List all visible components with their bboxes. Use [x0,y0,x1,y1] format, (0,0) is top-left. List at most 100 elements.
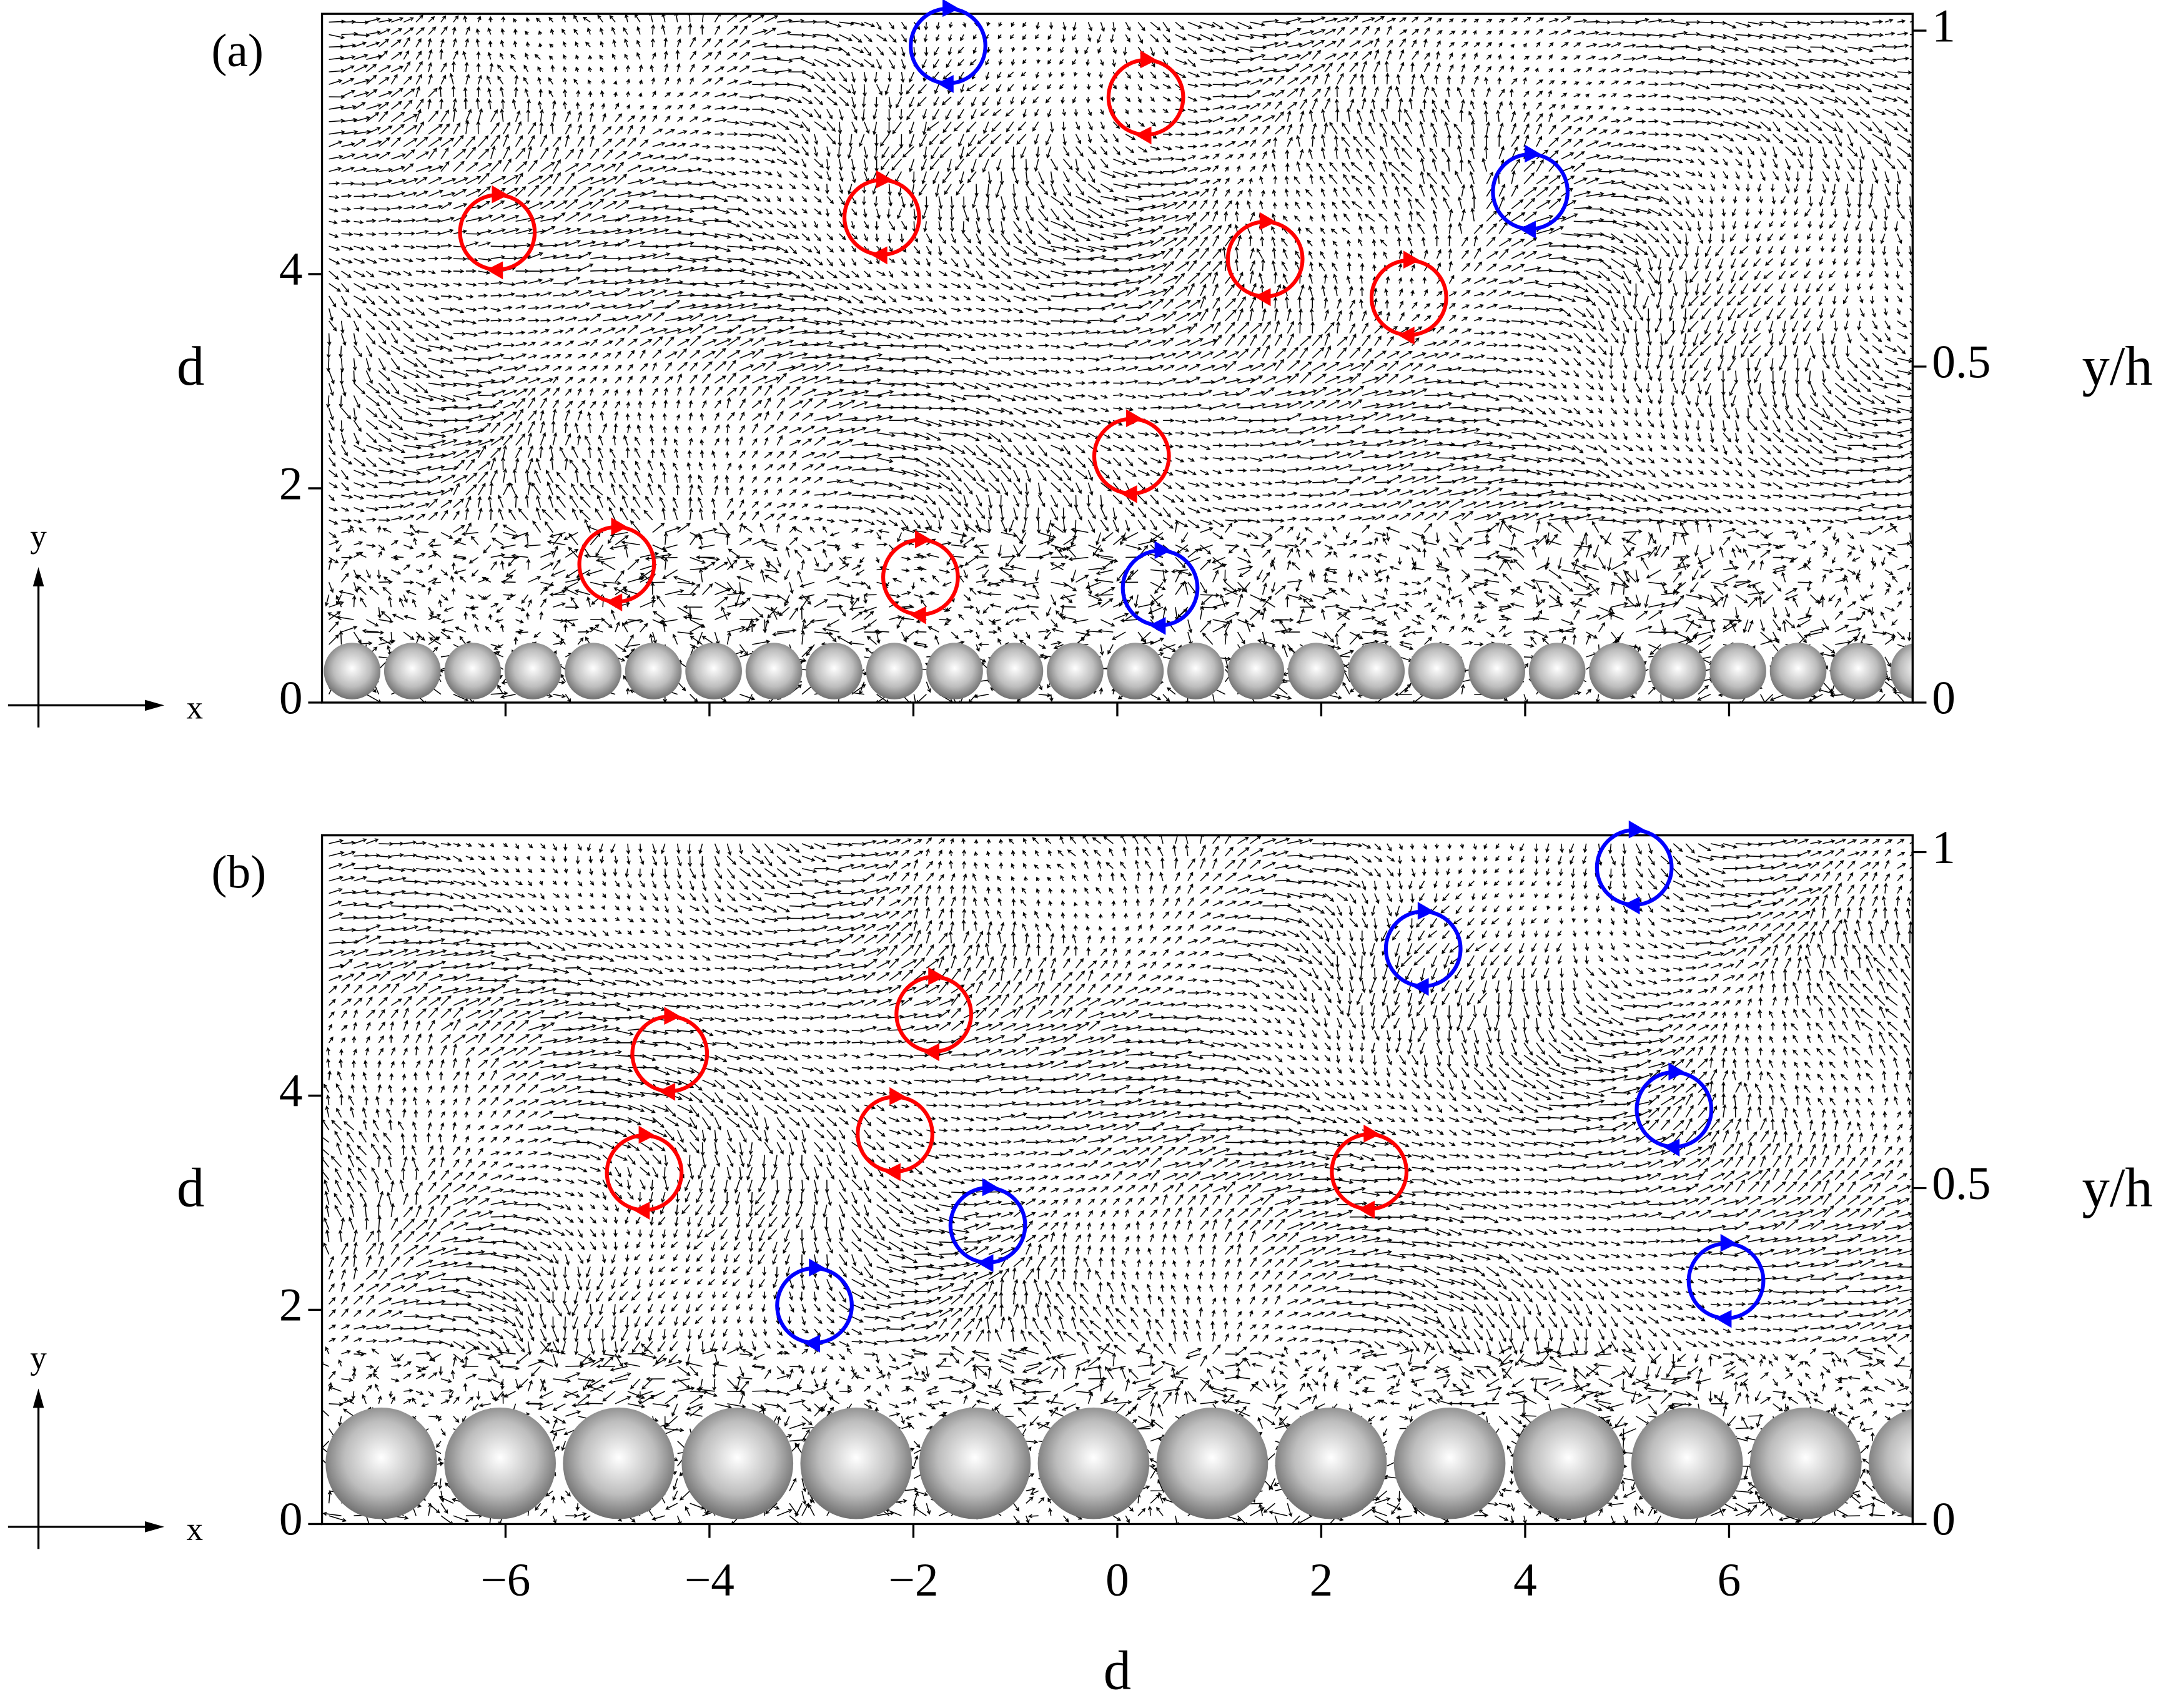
vortex-arrowhead [1623,820,1646,915]
bed-particle [866,643,923,699]
y2-axis-label: y/h [2082,1158,2152,1219]
vortex-arrowhead [1149,541,1172,635]
bed-particle [745,643,803,699]
bed-particle [625,643,682,699]
y-tick-label: 2 [279,458,303,510]
bed-particle [1156,1407,1268,1519]
vortex [1634,1070,1714,1149]
bed-particle [1275,1407,1387,1519]
inset-x-label: x [187,689,204,726]
inset-axes [7,1395,156,1549]
vortex [842,178,921,257]
vortex-arrowhead [1412,902,1435,996]
inset-y-label: y [30,518,47,555]
bed-particle [806,643,863,699]
bed-particle [444,1407,556,1519]
bed-particle [1167,643,1224,699]
vortex-arrowhead [1120,409,1143,503]
vortex [1330,1132,1409,1212]
y-axis-label: d [177,336,204,397]
vortex-arrowhead [633,1125,656,1220]
y2-tick-label: 0.5 [1932,1158,1990,1210]
x-axis-label: d [1104,1640,1131,1701]
inset-arrowheads [32,566,165,711]
bed-particle [1348,643,1405,699]
bed-particle [1830,643,1887,699]
vortex-arrowhead [1398,250,1420,345]
bed-particle [1649,643,1706,699]
inset-axes [7,574,156,728]
y-tick-label: 0 [279,672,303,724]
vortex-arrowhead [922,967,945,1062]
vortex [909,6,987,86]
vector-field [324,14,1913,703]
vortex-arrowhead [486,185,509,280]
bed-particle [1631,1407,1743,1519]
bed-particle [1869,1408,1913,1518]
bed-particle [1393,1407,1506,1519]
bed-particle [800,1407,912,1519]
bed-particle [324,643,381,699]
vortex [1106,58,1185,137]
vortex [630,1014,710,1093]
vortex-arrowhead [1519,144,1541,239]
vortex [881,538,960,617]
bed-particle [1107,643,1164,699]
vortex-arrowhead [1714,1233,1738,1328]
bed-particle [1512,1407,1625,1519]
y-tick-label: 0 [279,1494,303,1546]
vortex-arrowhead [1663,1062,1686,1157]
vortex [1092,417,1171,496]
vortex-arrowhead [871,170,893,265]
x-tick-label: −2 [888,1554,938,1606]
bed-particle [1227,643,1285,699]
bed-particle [1709,643,1766,699]
inset-y-label: y [30,1340,47,1376]
vortex [894,975,973,1054]
vortex [1225,220,1305,299]
vortex-arrowhead [1358,1124,1380,1219]
bed-particle [919,1407,1031,1519]
vortex-arrowhead [1134,50,1157,145]
x-tick-label: −4 [685,1554,734,1606]
vortex-arrowhead [803,1258,826,1353]
vortex-arrowhead [937,0,959,93]
x-tick-label: 6 [1718,1554,1741,1606]
y-tick-label: 4 [279,1065,303,1117]
vortex [1369,258,1448,337]
bed-particle [986,643,1044,699]
y-tick-label: 4 [279,244,303,295]
inset-x-label: x [187,1511,204,1548]
vortex-arrowhead [1254,212,1277,307]
bed-particle [1528,643,1586,699]
y2-tick-label: 0.5 [1932,336,1990,388]
vortex-arrowhead [884,1087,906,1182]
bed-particle [444,643,502,699]
bed-particle [1047,643,1104,699]
vector-field [322,835,1913,1524]
bed-particle [1589,643,1646,699]
x-tick-label: 2 [1310,1554,1333,1606]
y-axis-label: d [177,1158,204,1219]
bed-particle [1749,1407,1862,1519]
bed-particle [1287,643,1345,699]
bed-particle [1408,643,1465,699]
bed-particle [681,1407,794,1519]
bed-particle [383,643,441,699]
vortex [948,1186,1027,1265]
vortex [458,193,537,272]
bed-particle [1468,643,1526,699]
y2-tick-label: 0 [1932,672,1956,724]
vector-arrows [324,14,1913,703]
y2-tick-label: 0 [1932,1494,1956,1546]
x-tick-label: 0 [1105,1554,1129,1606]
panel-label: (b) [211,846,266,898]
bed-particle [685,643,742,699]
bed-particle [504,643,561,699]
bed-particle [563,1407,675,1519]
panel-label: (a) [211,25,264,77]
vortex [1595,828,1674,907]
x-tick-label: −6 [480,1554,530,1606]
